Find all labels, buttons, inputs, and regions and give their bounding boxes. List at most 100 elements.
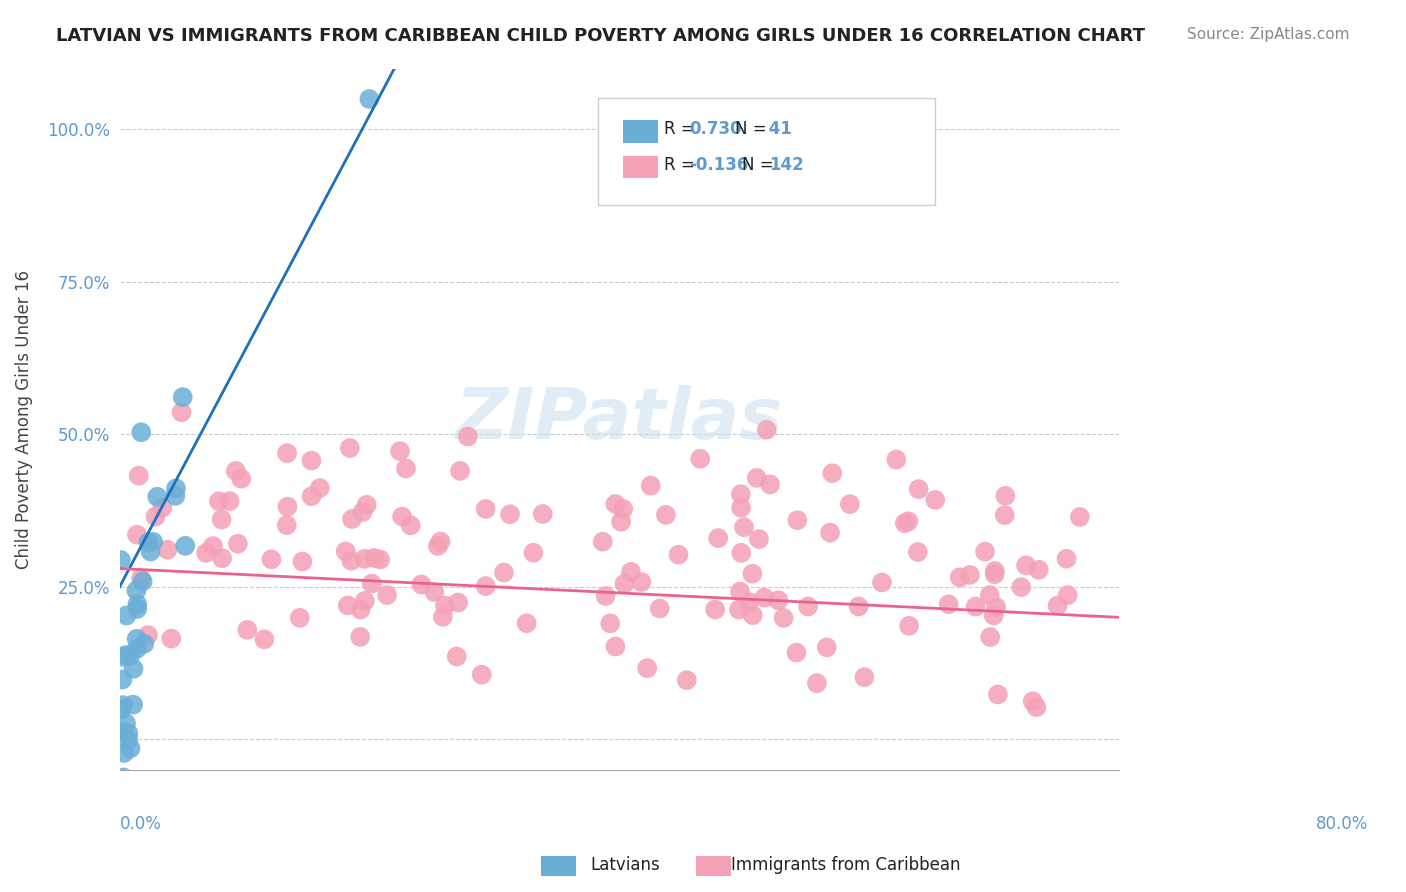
Immigrants from Caribbean (226, 536, 249, 550)
Immigrants from Caribbean (768, 593, 790, 607)
Text: -0.136: -0.136 (689, 156, 748, 174)
Immigrants from Caribbean (474, 579, 496, 593)
Immigrants from Caribbean (352, 505, 374, 519)
Immigrants from Caribbean (668, 548, 690, 562)
Immigrants from Caribbean (983, 608, 1005, 623)
Latvians (112, 799, 135, 814)
Immigrants from Caribbean (156, 542, 179, 557)
Immigrants from Caribbean (648, 601, 671, 615)
Immigrants from Caribbean (974, 544, 997, 558)
Immigrants from Caribbean (785, 646, 807, 660)
Immigrants from Caribbean (356, 498, 378, 512)
Immigrants from Caribbean (730, 500, 752, 515)
Immigrants from Caribbean (211, 512, 233, 526)
Text: LATVIAN VS IMMIGRANTS FROM CARIBBEAN CHILD POVERTY AMONG GIRLS UNDER 16 CORRELAT: LATVIAN VS IMMIGRANTS FROM CARIBBEAN CHI… (56, 27, 1146, 45)
Immigrants from Caribbean (595, 589, 617, 603)
Latvians (110, 789, 132, 804)
Immigrants from Caribbean (195, 546, 218, 560)
Latvians (142, 534, 165, 549)
Immigrants from Caribbean (211, 551, 233, 566)
Immigrants from Caribbean (457, 429, 479, 443)
Immigrants from Caribbean (655, 508, 678, 522)
Immigrants from Caribbean (748, 532, 770, 546)
Immigrants from Caribbean (129, 572, 152, 586)
Latvians (138, 535, 160, 549)
Text: 142: 142 (769, 156, 804, 174)
Immigrants from Caribbean (391, 509, 413, 524)
Immigrants from Caribbean (741, 566, 763, 581)
Immigrants from Caribbean (745, 471, 768, 485)
Immigrants from Caribbean (399, 518, 422, 533)
Immigrants from Caribbean (897, 514, 920, 528)
Immigrants from Caribbean (276, 446, 298, 460)
Latvians (111, 797, 134, 812)
Latvians (165, 489, 187, 503)
Immigrants from Caribbean (870, 575, 893, 590)
Latvians (117, 726, 139, 740)
Immigrants from Caribbean (308, 481, 330, 495)
Immigrants from Caribbean (349, 602, 371, 616)
Immigrants from Caribbean (907, 545, 929, 559)
Immigrants from Caribbean (236, 623, 259, 637)
Y-axis label: Child Poverty Among Girls Under 16: Child Poverty Among Girls Under 16 (15, 269, 32, 568)
Immigrants from Caribbean (728, 584, 751, 599)
Immigrants from Caribbean (353, 594, 375, 608)
Latvians (111, 673, 134, 687)
Immigrants from Caribbean (675, 673, 697, 687)
Immigrants from Caribbean (531, 507, 554, 521)
Immigrants from Caribbean (754, 591, 776, 605)
Immigrants from Caribbean (1010, 580, 1032, 594)
Immigrants from Caribbean (516, 616, 538, 631)
Text: N =: N = (742, 156, 779, 174)
Immigrants from Caribbean (620, 565, 643, 579)
Immigrants from Caribbean (979, 630, 1001, 644)
Latvians (127, 602, 149, 616)
Immigrants from Caribbean (689, 451, 711, 466)
Text: 80.0%: 80.0% (1316, 815, 1368, 833)
Immigrants from Caribbean (636, 661, 658, 675)
Immigrants from Caribbean (446, 649, 468, 664)
Immigrants from Caribbean (728, 602, 751, 616)
Latvians (120, 648, 142, 663)
Immigrants from Caribbean (492, 566, 515, 580)
Immigrants from Caribbean (738, 595, 761, 609)
Immigrants from Caribbean (612, 502, 634, 516)
Immigrants from Caribbean (994, 508, 1017, 523)
Latvians (112, 698, 135, 712)
Immigrants from Caribbean (253, 632, 276, 647)
Immigrants from Caribbean (288, 611, 311, 625)
Text: Latvians: Latvians (591, 856, 661, 874)
Immigrants from Caribbean (449, 464, 471, 478)
Immigrants from Caribbean (983, 567, 1005, 582)
Latvians (139, 544, 162, 558)
Latvians (129, 425, 152, 440)
Text: Immigrants from Caribbean: Immigrants from Caribbean (731, 856, 960, 874)
Immigrants from Caribbean (884, 452, 907, 467)
Text: R =: R = (664, 156, 700, 174)
Latvians (174, 539, 197, 553)
Immigrants from Caribbean (848, 599, 870, 614)
Immigrants from Caribbean (610, 515, 633, 529)
Latvians (165, 482, 187, 496)
Immigrants from Caribbean (806, 676, 828, 690)
Immigrants from Caribbean (363, 551, 385, 566)
Immigrants from Caribbean (755, 423, 778, 437)
Immigrants from Caribbean (340, 512, 363, 526)
Immigrants from Caribbean (1028, 563, 1050, 577)
Text: 0.0%: 0.0% (120, 815, 162, 833)
Immigrants from Caribbean (426, 539, 449, 553)
Immigrants from Caribbean (150, 500, 173, 515)
Immigrants from Caribbean (965, 599, 987, 614)
Immigrants from Caribbean (349, 630, 371, 644)
Latvians (127, 598, 149, 612)
Immigrants from Caribbean (260, 552, 283, 566)
Immigrants from Caribbean (432, 609, 454, 624)
Immigrants from Caribbean (838, 497, 860, 511)
Immigrants from Caribbean (360, 576, 382, 591)
Immigrants from Caribbean (276, 500, 298, 514)
Immigrants from Caribbean (208, 494, 231, 508)
Immigrants from Caribbean (772, 611, 794, 625)
Text: ZIPatlas: ZIPatlas (456, 384, 783, 454)
Immigrants from Caribbean (136, 628, 159, 642)
Text: N =: N = (735, 120, 772, 138)
